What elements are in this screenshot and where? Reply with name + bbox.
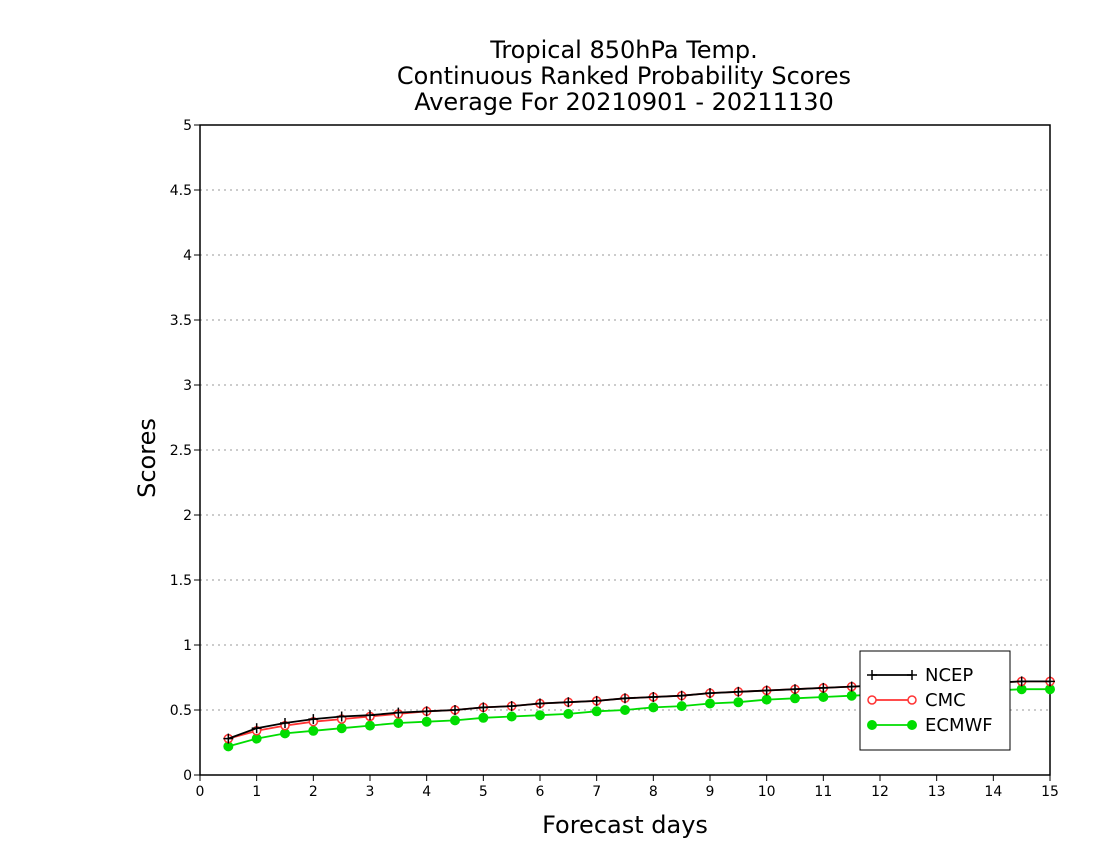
data-point-ecmwf bbox=[761, 694, 772, 705]
data-point-ncep bbox=[1016, 676, 1027, 687]
y-tick-label: 5 bbox=[183, 118, 192, 134]
data-point-ecmwf bbox=[506, 711, 517, 722]
legend-label-ncep: NCEP bbox=[925, 665, 973, 686]
legend-marker-ncep bbox=[907, 670, 917, 680]
data-point-ncep bbox=[393, 707, 404, 718]
x-tick-label: 13 bbox=[928, 784, 946, 800]
data-point-ecmwf bbox=[620, 705, 630, 715]
x-axis-label: Forecast days bbox=[542, 811, 708, 839]
data-point-ecmwf bbox=[336, 723, 347, 734]
y-tick-label: 2.5 bbox=[170, 443, 192, 459]
data-point-ncep bbox=[620, 693, 630, 704]
data-point-ncep bbox=[846, 681, 857, 692]
x-tick-label: 6 bbox=[536, 784, 545, 800]
data-point-ncep bbox=[336, 711, 347, 722]
x-tick-label: 5 bbox=[479, 784, 488, 800]
data-point-ecmwf bbox=[591, 706, 602, 717]
x-tick-label: 2 bbox=[309, 784, 318, 800]
data-point-ecmwf bbox=[421, 716, 432, 727]
data-point-ncep bbox=[308, 714, 319, 725]
data-point-ecmwf bbox=[676, 701, 687, 712]
y-tick-label: 4.5 bbox=[170, 183, 192, 199]
legend-marker-ecmwf bbox=[907, 720, 917, 730]
data-point-ncep bbox=[478, 702, 489, 713]
y-tick-label: 2 bbox=[183, 508, 192, 524]
axis-ticks: 00.511.522.533.544.550 1 2 3 4 5 6 7 8 9 10 11 12 13 1… bbox=[170, 118, 1059, 800]
y-tick-label: 1 bbox=[183, 638, 192, 654]
data-point-ncep bbox=[818, 682, 829, 693]
data-point-ncep bbox=[450, 705, 460, 715]
data-point-ecmwf bbox=[393, 718, 404, 728]
data-point-ecmwf bbox=[450, 715, 460, 726]
x-tick-label: 4 bbox=[422, 784, 431, 800]
y-tick-label: 4 bbox=[183, 248, 192, 264]
y-tick-label: 1.5 bbox=[170, 573, 192, 589]
data-point-ecmwf bbox=[846, 690, 857, 701]
data-point-ncep bbox=[280, 718, 290, 728]
x-tick-label: 9 bbox=[706, 784, 715, 800]
title-line-2: Continuous Ranked Probability Scores bbox=[397, 62, 851, 90]
legend-label-ecmwf: ECMWF bbox=[925, 715, 993, 736]
data-point-ncep bbox=[648, 692, 659, 702]
data-point-ecmwf bbox=[535, 710, 545, 721]
data-point-ncep bbox=[506, 701, 517, 712]
data-point-ncep bbox=[790, 684, 800, 695]
x-tick-label: 1 bbox=[252, 784, 261, 800]
y-axis-label: Scores bbox=[133, 418, 161, 498]
y-tick-label: 3.5 bbox=[170, 313, 192, 329]
data-point-ecmwf bbox=[563, 708, 574, 719]
data-point-ecmwf bbox=[308, 725, 319, 736]
x-tick-label: 12 bbox=[871, 784, 889, 800]
y-tick-label: 3 bbox=[183, 378, 192, 394]
data-point-ecmwf bbox=[648, 702, 659, 713]
data-point-ncep bbox=[421, 706, 432, 717]
x-tick-label: 11 bbox=[814, 784, 832, 800]
gridlines bbox=[200, 189, 1050, 711]
title-line-1: Tropical 850hPa Temp. bbox=[489, 36, 758, 64]
title-line-3: Average For 20210901 - 20211130 bbox=[414, 88, 834, 116]
y-tick-label: 0.5 bbox=[170, 703, 192, 719]
legend-marker-cmc bbox=[907, 695, 917, 705]
data-point-ncep bbox=[676, 690, 687, 701]
data-point-ecmwf bbox=[705, 698, 715, 709]
data-point-ecmwf bbox=[478, 712, 489, 723]
data-point-ncep bbox=[705, 688, 715, 699]
data-point-ecmwf bbox=[733, 697, 744, 708]
legend-marker-cmc bbox=[867, 695, 877, 705]
legend: NCEP CMC ECMWF bbox=[859, 650, 1011, 751]
legend-items: NCEP CMC ECMWF bbox=[867, 665, 993, 736]
x-tick-label: 7 bbox=[592, 784, 601, 800]
data-point-ncep bbox=[563, 697, 574, 708]
x-tick-label: 14 bbox=[984, 784, 1002, 800]
x-tick-label: 10 bbox=[758, 784, 776, 800]
data-point-ncep bbox=[591, 695, 602, 706]
data-point-ncep bbox=[1045, 676, 1055, 687]
x-tick-label: 15 bbox=[1041, 784, 1059, 800]
data-point-ncep bbox=[365, 710, 375, 721]
legend-marker-ecmwf bbox=[867, 720, 877, 730]
y-tick-label: 0 bbox=[183, 768, 192, 784]
legend-label-cmc: CMC bbox=[925, 690, 966, 711]
data-point-ncep bbox=[761, 685, 772, 696]
data-point-ecmwf bbox=[790, 693, 800, 704]
x-tick-label: 0 bbox=[196, 784, 205, 800]
data-point-ecmwf bbox=[365, 720, 375, 731]
data-point-ncep bbox=[223, 733, 234, 744]
data-point-ncep bbox=[733, 686, 744, 697]
data-point-ncep bbox=[535, 698, 545, 709]
legend-marker-ncep bbox=[867, 670, 877, 680]
data-point-ecmwf bbox=[818, 692, 829, 702]
data-point-ncep bbox=[251, 723, 262, 734]
chart-title: Tropical 850hPa Temp. Continuous Ranked … bbox=[397, 36, 851, 116]
x-tick-label: 3 bbox=[366, 784, 375, 800]
x-tick-label: 8 bbox=[649, 784, 658, 800]
